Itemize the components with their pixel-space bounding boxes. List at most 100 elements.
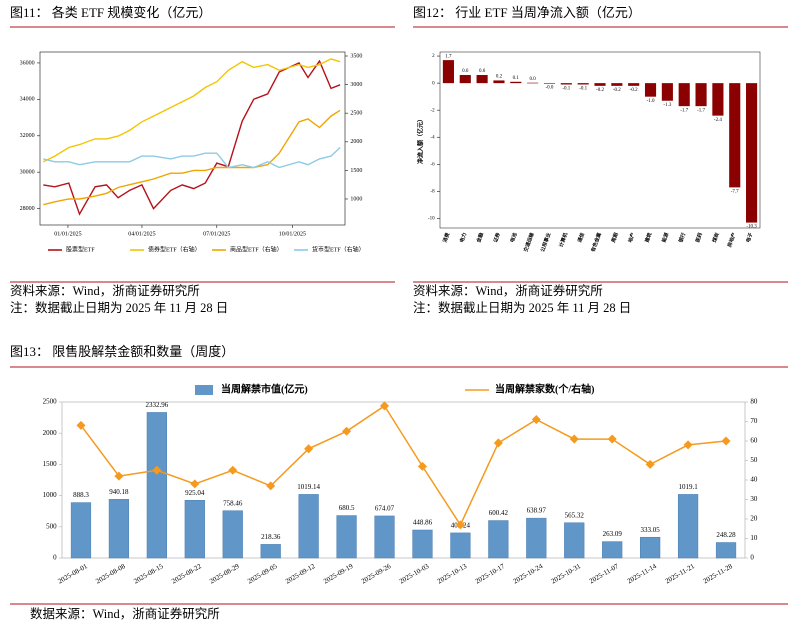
x-tick-label: 2025-08-29 [208, 562, 241, 586]
data-label: -0.2 [630, 88, 638, 93]
bar [442, 60, 454, 84]
marker [190, 479, 200, 489]
marker [152, 465, 162, 475]
y2-tick-label: 60 [750, 437, 758, 445]
marker [569, 434, 579, 444]
data-label: -0.0 [546, 86, 554, 91]
x-tick-label: 地产 [627, 232, 637, 244]
figure-caption: 图11： 各类 ETF 规模变化（亿元） [10, 5, 211, 20]
y-tick-label: 30000 [20, 170, 35, 176]
y-tick-label: 32000 [20, 133, 35, 139]
y-axis-label: 净流入额（亿元） [416, 116, 424, 164]
data-label: -1.3 [663, 103, 671, 108]
y-tick-label: -2 [430, 108, 435, 113]
data-label: -1.7 [697, 108, 705, 113]
y2-tick-label: 30 [750, 495, 758, 503]
x-tick-label: 2025-09-26 [360, 562, 393, 586]
data-label: 1019.1 [678, 483, 698, 491]
legend-label: 当周解禁市值(亿元) [221, 382, 308, 395]
marker [76, 420, 86, 430]
x-tick-label: 2025-10-03 [398, 562, 431, 586]
data-label: 940.18 [109, 488, 129, 496]
data-label: 0.0 [530, 77, 537, 82]
source: 数据来源：Wind，浙商证券研究所 [30, 606, 220, 621]
bar [374, 515, 395, 559]
y2-tick-label: 80 [750, 398, 758, 406]
data-label: 0.6 [479, 69, 486, 74]
y-tick-label: 36000 [20, 60, 35, 66]
x-tick-label: 证券 [492, 231, 502, 244]
x-tick-label: 建筑 [643, 232, 653, 245]
bar [450, 532, 471, 559]
y-tick-label: 28000 [20, 206, 35, 212]
x-tick-label: 2025-10-24 [512, 562, 545, 586]
marker [607, 434, 617, 444]
plot-frame [439, 51, 761, 229]
series-line [43, 109, 341, 206]
data-label: 674.07 [375, 505, 395, 513]
x-tick-label: 消费 [441, 232, 451, 244]
x-tick-label: 2025-09-05 [246, 562, 279, 586]
note: 注：数据截止日期为 2025 年 11 月 28 日 [10, 300, 228, 315]
y2-tick-label: 1000 [350, 196, 362, 202]
bar [712, 83, 724, 116]
data-label: 758.46 [223, 499, 243, 507]
legend-label: 股票型ETF [66, 245, 95, 253]
x-tick-label: 2025-11-14 [626, 562, 658, 585]
x-tick-label: 公用事业 [539, 232, 552, 253]
x-tick-label: 电子 [745, 232, 755, 244]
series-line [80, 404, 727, 527]
note: 注：数据截止日期为 2025 年 11 月 28 日 [413, 300, 631, 315]
y2-tick-label: 70 [750, 417, 758, 425]
legend-label: 债券型ETF（右轴） [148, 245, 201, 253]
bar [298, 494, 319, 559]
y2-tick-label: 50 [750, 456, 758, 464]
marker [380, 401, 390, 411]
y-tick-label: -4 [430, 135, 435, 140]
bar [526, 517, 547, 559]
y-tick-label: -8 [430, 190, 435, 195]
bar [729, 83, 741, 188]
bar [70, 502, 92, 559]
x-tick-label: 2025-09-19 [322, 562, 355, 586]
bar [611, 83, 623, 86]
data-label: 925.04 [185, 489, 205, 497]
y-tick-label: 34000 [20, 97, 35, 103]
x-tick-label: 通信 [576, 232, 586, 244]
y-tick-label: 1000 [43, 491, 58, 499]
series-line [42, 58, 341, 163]
y2-tick-label: 10 [750, 534, 758, 542]
data-label: 218.36 [261, 533, 281, 541]
marker [721, 436, 731, 446]
bar [678, 83, 690, 107]
bar [628, 83, 640, 86]
y2-tick-label: 3000 [350, 82, 362, 88]
data-label: 1.7 [445, 54, 452, 59]
data-label: -2.4 [714, 118, 722, 123]
data-label: -0.1 [562, 87, 570, 92]
x-tick-label: 2025-08-15 [132, 562, 165, 586]
y2-tick-label: 3500 [350, 53, 362, 59]
y-tick-label: 1500 [43, 460, 58, 468]
bar [661, 83, 673, 101]
bar [459, 75, 471, 84]
bar [184, 500, 205, 559]
data-label: 0.2 [496, 75, 503, 80]
y-tick-label: -10 [428, 217, 435, 222]
x-tick-label: 2025-08-01 [56, 562, 89, 586]
marker [683, 440, 693, 450]
source: 资料来源：Wind，浙商证券研究所 [413, 283, 603, 298]
y2-tick-label: 2500 [350, 111, 362, 117]
bar [412, 529, 433, 559]
x-tick-label: 10/01/2025 [279, 231, 306, 237]
x-tick-label: 计算机 [558, 232, 570, 249]
x-tick-label: 能源 [660, 232, 670, 244]
x-tick-label: 2025-11-21 [664, 562, 696, 585]
y-tick-label: 2000 [43, 429, 58, 437]
x-tick-label: 2025-11-07 [588, 562, 620, 585]
x-tick-label: 医药 [694, 232, 704, 244]
data-label: 888.3 [73, 491, 89, 499]
x-tick-label: 2025-08-22 [170, 562, 203, 586]
marker [645, 459, 655, 469]
x-tick-label: 金融 [475, 232, 485, 245]
